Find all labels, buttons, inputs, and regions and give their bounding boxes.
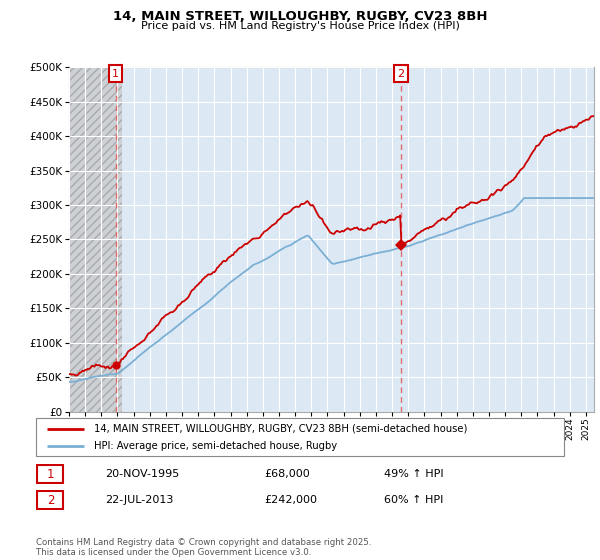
- Text: £242,000: £242,000: [264, 495, 317, 505]
- FancyBboxPatch shape: [36, 418, 564, 456]
- FancyBboxPatch shape: [37, 465, 64, 483]
- Text: 22-JUL-2013: 22-JUL-2013: [105, 495, 173, 505]
- Text: 1: 1: [112, 68, 119, 78]
- Text: 1: 1: [47, 468, 54, 481]
- Text: Contains HM Land Registry data © Crown copyright and database right 2025.
This d: Contains HM Land Registry data © Crown c…: [36, 538, 371, 557]
- Text: 20-NOV-1995: 20-NOV-1995: [105, 469, 179, 479]
- Text: £68,000: £68,000: [264, 469, 310, 479]
- Text: 2: 2: [397, 68, 404, 78]
- Bar: [69, 67, 122, 412]
- Text: HPI: Average price, semi-detached house, Rugby: HPI: Average price, semi-detached house,…: [94, 441, 337, 451]
- Text: 14, MAIN STREET, WILLOUGHBY, RUGBY, CV23 8BH: 14, MAIN STREET, WILLOUGHBY, RUGBY, CV23…: [113, 10, 487, 23]
- Text: 60% ↑ HPI: 60% ↑ HPI: [384, 495, 443, 505]
- FancyBboxPatch shape: [37, 491, 64, 509]
- Text: Price paid vs. HM Land Registry's House Price Index (HPI): Price paid vs. HM Land Registry's House …: [140, 21, 460, 31]
- Text: 14, MAIN STREET, WILLOUGHBY, RUGBY, CV23 8BH (semi-detached house): 14, MAIN STREET, WILLOUGHBY, RUGBY, CV23…: [94, 424, 467, 434]
- Text: 2: 2: [47, 493, 54, 507]
- Text: 49% ↑ HPI: 49% ↑ HPI: [384, 469, 443, 479]
